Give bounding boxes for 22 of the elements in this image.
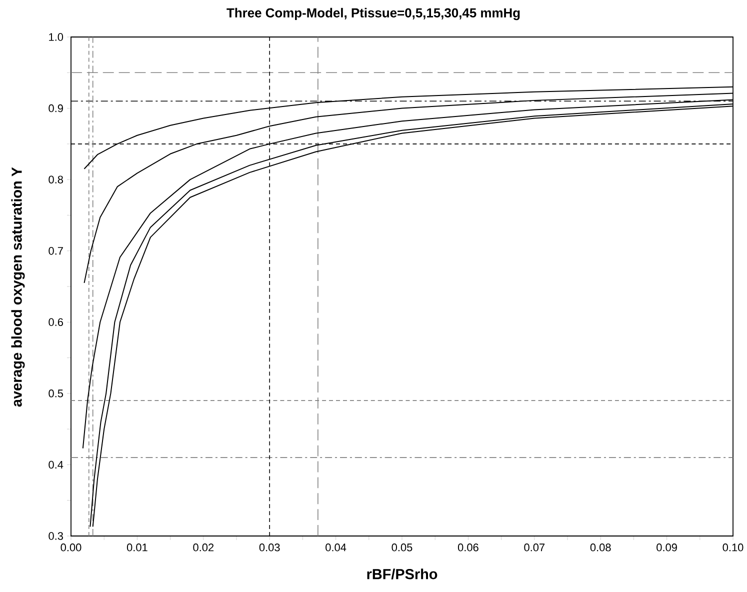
x-tick-label: 0.09	[656, 544, 677, 552]
x-tick-label: 0.06	[458, 544, 478, 552]
x-tick-label: 0.03	[259, 544, 280, 552]
y-tick-label: 0.9	[48, 104, 63, 112]
x-tick-label: 0.01	[126, 544, 148, 552]
x-axis-title: rBF/PSrho	[367, 568, 438, 580]
x-tick-label: 0.04	[326, 544, 346, 552]
y-axis-title: average blood oxygen saturation Y	[11, 167, 25, 407]
y-tick-label: 0.8	[48, 176, 63, 184]
x-tick-label: 0.00	[60, 544, 82, 552]
x-tick-label: 0.05	[392, 544, 412, 552]
x-tick-label: 0.02	[193, 544, 214, 552]
x-tick-label: 0.08	[590, 544, 611, 552]
y-tick-label: 0.7	[48, 246, 63, 255]
x-tick-label: 0.10	[722, 544, 744, 552]
y-tick-label: 0.3	[48, 532, 63, 540]
chart-title: Three Comp-Model, Ptissue=0,5,15,30,45 mmHg	[226, 8, 520, 20]
y-tick-label: 0.4	[48, 460, 64, 469]
x-tick-label: 0.07	[524, 544, 545, 552]
y-tick-label: 0.6	[48, 318, 63, 326]
y-tick-label: 0.5	[48, 390, 64, 398]
y-tick-label: 1.0	[49, 33, 64, 41]
